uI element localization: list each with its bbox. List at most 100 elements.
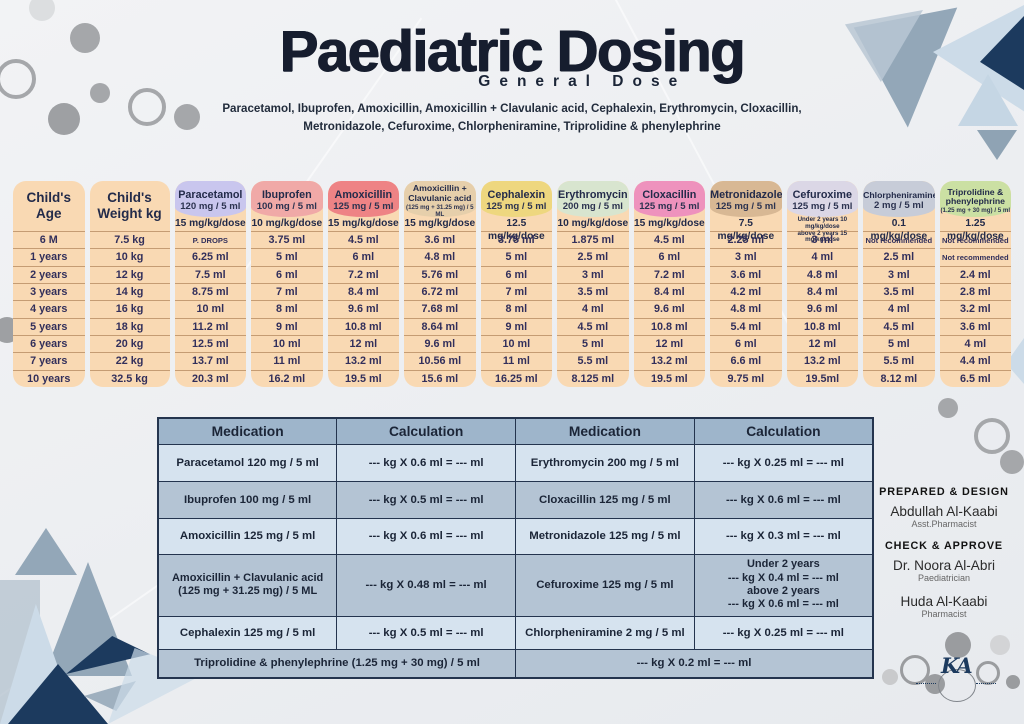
drug-concentration: 120 mg / 5 ml xyxy=(180,201,241,213)
dose-cell: 3.5 ml xyxy=(863,283,935,300)
dose-cell: 3.6 ml xyxy=(939,317,1012,335)
dose-cell: 10.8 ml xyxy=(786,317,859,335)
dose-per-kg: 15 mg/kg/dose xyxy=(327,218,399,229)
dose-per-kg: 0.1 mg/kg/dose xyxy=(870,218,928,242)
dose-cell: Not recommended xyxy=(939,248,1012,265)
calc-column-header: Calculation xyxy=(693,417,874,445)
decorative-circle xyxy=(70,23,100,53)
calc-cell: --- kg X 0.6 ml = --- ml xyxy=(336,517,516,555)
dose-cell: 9.6 ml xyxy=(327,300,400,317)
medication-list-description: Paracetamol, Ibuprofen, Amoxicillin, Amo… xyxy=(222,102,802,133)
dose-cell: 2.5 ml xyxy=(863,248,935,265)
dose-cell: 3.75 ml xyxy=(251,231,323,248)
drug-column: Triprolidine & phenylephrine (1.25 mg + 3… xyxy=(939,181,1012,388)
weight-cell: 14 kg xyxy=(89,283,170,300)
calc-cell: --- kg X 0.5 ml = --- ml xyxy=(336,480,516,519)
page-title: Paediatric Dosing xyxy=(279,19,746,84)
column-header: Erythromycin 200 mg / 5 ml 10 mg/kg/dose xyxy=(557,181,629,231)
dose-per-kg: 10 mg/kg/dose xyxy=(557,218,629,229)
calc-cell: Cefuroxime 125 mg / 5 ml xyxy=(515,553,695,617)
age-cell: 4 years xyxy=(13,300,85,317)
dose-cell: 5.76 ml xyxy=(404,265,476,283)
drug-header: Erythromycin 200 mg / 5 ml xyxy=(557,181,629,217)
calc-cell: --- kg X 0.6 ml = --- ml xyxy=(336,443,516,482)
dose-cell: 15.6 ml xyxy=(404,369,476,387)
dose-cell: 4 ml xyxy=(557,300,629,317)
drug-column: Ibuprofen 100 mg / 5 ml 10 mg/kg/dose 3.75 … xyxy=(251,181,323,388)
decorative-circle xyxy=(0,59,36,99)
dose-cell: 3.6 ml xyxy=(404,231,476,248)
dose-cell: 9.6 ml xyxy=(786,300,859,317)
decorative-circle xyxy=(128,88,166,126)
approver2-name: Huda Al-Kaabi xyxy=(900,594,988,609)
column-header: Child's Weight kg xyxy=(97,190,162,221)
prepared-role: Asst.Pharmacist xyxy=(911,519,977,529)
approve-heading: CHECK & APPROVE xyxy=(884,540,1004,552)
decorative-circle xyxy=(900,655,930,685)
dose-cell: 10.56 ml xyxy=(404,352,476,369)
drug-name: Amoxicillin xyxy=(334,188,393,201)
dose-cell: 13.7 ml xyxy=(174,352,247,369)
dose-cell: 9 ml xyxy=(480,317,553,335)
drug-column: Chlorpheniramine 2 mg / 5 ml 0.1 mg/kg/dos… xyxy=(863,181,935,388)
dose-cell: 5.5 ml xyxy=(557,352,629,369)
dose-cell: 4.5 ml xyxy=(633,231,706,248)
drug-concentration: 100 mg / 5 ml xyxy=(256,201,317,213)
dose-cell: 8.4 ml xyxy=(633,283,706,300)
decorative-circle xyxy=(90,83,110,103)
logo-initials: KA xyxy=(941,653,973,678)
credits-panel: PREPARED & DESIGN Abdullah Al-Kaabi Asst… xyxy=(868,486,1020,619)
dose-cell: Not recommended xyxy=(863,231,935,248)
dose-cell: 3 ml xyxy=(710,248,782,265)
calc-cell: Under 2 years --- kg X 0.4 ml = --- ml a… xyxy=(693,553,874,617)
drug-concentration: 125 mg / 5 ml xyxy=(792,201,853,213)
calc-cell: Amoxicillin + Clavulanic acid (125 mg + … xyxy=(157,553,338,617)
dose-cell: 2.25 ml xyxy=(710,231,782,248)
dose-cell: 3.5 ml xyxy=(557,283,629,300)
dose-cell: 7 ml xyxy=(480,283,553,300)
weight-cell: 16 kg xyxy=(89,300,170,317)
dose-cell: 2.4 ml xyxy=(939,265,1012,283)
dose-cell: 9.75 ml xyxy=(710,369,782,387)
drug-concentration: 125 mg / 5 ml xyxy=(639,201,700,213)
dose-cell: 13.2 ml xyxy=(327,352,400,369)
dose-cell: 4.5 ml xyxy=(863,317,935,335)
dose-cell: 7.2 ml xyxy=(327,265,400,283)
approver1-role: Paediatrician xyxy=(917,573,971,583)
drug-header: Ibuprofen 100 mg / 5 ml xyxy=(251,181,323,217)
dose-cell: 19.5 ml xyxy=(327,369,400,387)
drug-header: Chlorpheniramine 2 mg / 5 ml xyxy=(863,181,935,217)
drug-header: Paracetamol 120 mg / 5 ml xyxy=(174,181,247,217)
dose-cell: 13.2 ml xyxy=(786,352,859,369)
drug-concentration: 2 mg / 5 ml xyxy=(874,200,924,212)
drug-concentration: 125 mg / 5 ml xyxy=(715,201,776,213)
dose-per-kg: Under 2 years 10 mg/kg/dose above 2 year… xyxy=(797,216,848,244)
dose-cell: 4.8 ml xyxy=(786,265,859,283)
decorative-circle xyxy=(938,398,958,418)
dose-cell: 10 ml xyxy=(174,300,247,317)
dose-cell: 8 ml xyxy=(480,300,553,317)
calc-footer-calculation: --- kg X 0.2 ml = --- ml xyxy=(515,648,874,679)
calc-cell: --- kg X 0.48 ml = --- ml xyxy=(336,553,516,617)
decorative-circle xyxy=(1000,450,1024,474)
dose-per-kg: 15 mg/kg/dose xyxy=(404,218,476,229)
approver1-name: Dr. Noora Al-Abri xyxy=(893,558,995,573)
dose-cell: 7 ml xyxy=(251,283,323,300)
decorative-circle xyxy=(1006,675,1020,689)
calc-column-header: Medication xyxy=(157,417,338,445)
calc-cell: Cloxacillin 125 mg / 5 ml xyxy=(515,480,695,519)
calc-cell: Cephalexin 125 mg / 5 ml xyxy=(157,615,338,650)
calc-column-header: Calculation xyxy=(336,417,516,445)
dose-cell: 11 ml xyxy=(480,352,553,369)
dose-cell: Not recommended xyxy=(939,231,1012,248)
drug-name: Cloxacillin xyxy=(642,188,697,201)
prepared-name: Abdullah Al-Kaabi xyxy=(890,504,998,519)
dose-cell: 6.6 ml xyxy=(710,352,782,369)
dose-cell: 3.2 ml xyxy=(939,300,1012,317)
drug-concentration: 125 mg / 5 ml xyxy=(333,201,394,213)
dose-per-kg: 10 mg/kg/dose xyxy=(251,218,323,229)
decorative-circle xyxy=(945,632,971,658)
weight-column: Child's Weight kg 7.5 kg 10 kg 12 kg 14 kg 16… xyxy=(89,181,170,388)
dose-cell: 2.5 ml xyxy=(557,248,629,265)
calc-cell: --- kg X 0.25 ml = --- ml xyxy=(693,615,874,650)
